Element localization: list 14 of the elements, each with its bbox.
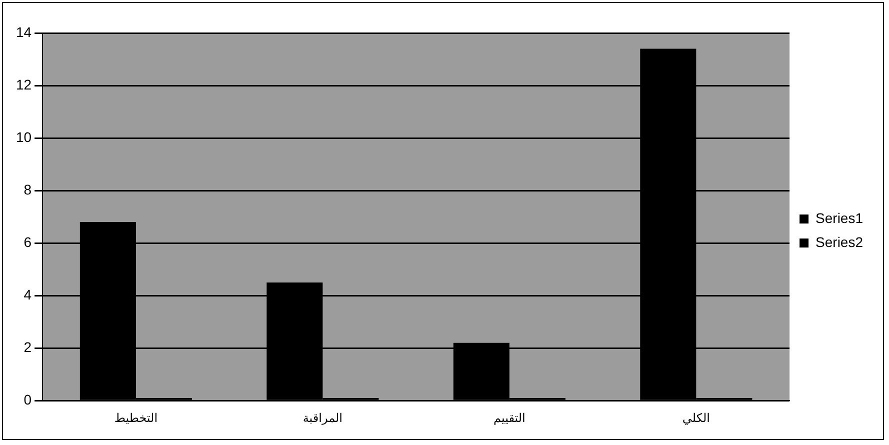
y-tick-label: 10 [16,128,32,145]
y-tick-label: 4 [24,286,32,302]
y-tick-label: 2 [24,338,32,355]
y-tick-label: 12 [16,76,32,92]
y-tick-label: 6 [24,234,32,250]
x-tick-label: التقييم [493,410,526,425]
y-tick-label: 8 [24,181,32,198]
x-tick-label: التخطيط [114,410,158,425]
y-tick-label: 14 [16,24,32,40]
legend-label: Series1 [816,210,864,226]
legend-label: Series2 [816,234,864,250]
y-tick-label: 0 [24,391,32,408]
x-tick-label: المراقبة [302,410,343,425]
x-tick-label: الكلي [682,410,710,425]
